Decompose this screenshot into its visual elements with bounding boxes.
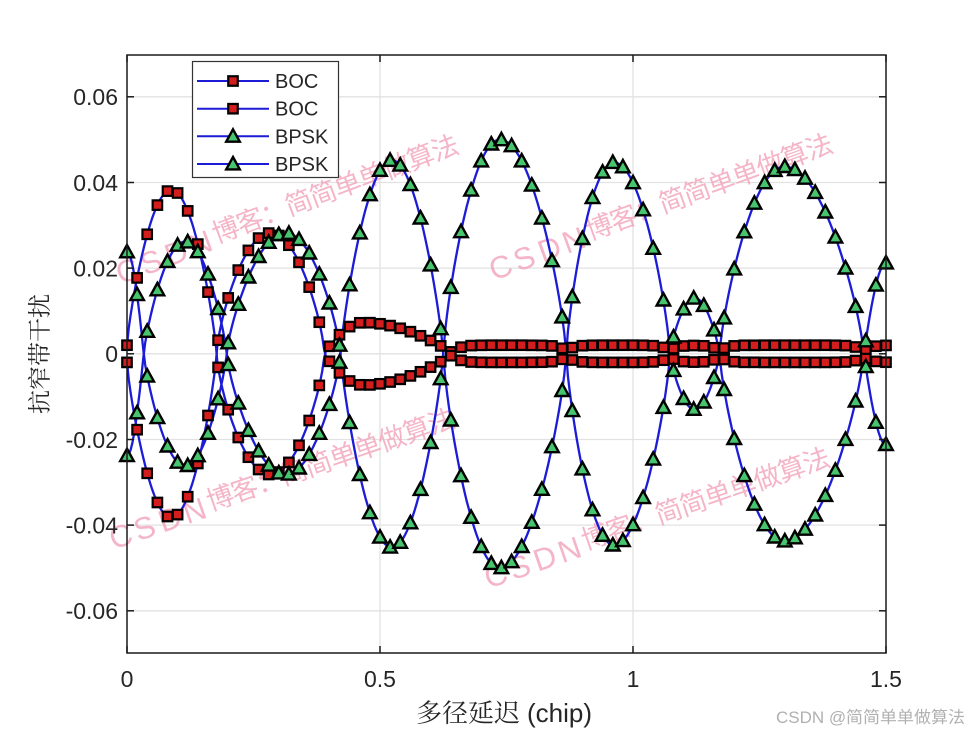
- svg-text:0.04: 0.04: [73, 170, 118, 196]
- svg-text:1: 1: [627, 666, 640, 692]
- svg-text:0: 0: [105, 341, 118, 367]
- svg-text:0.5: 0.5: [364, 666, 396, 692]
- svg-text:-0.04: -0.04: [66, 513, 119, 539]
- svg-text:0.02: 0.02: [73, 256, 118, 282]
- svg-text:1.5: 1.5: [870, 666, 902, 692]
- svg-text:BPSK: BPSK: [275, 126, 329, 148]
- svg-text:BOC: BOC: [275, 99, 318, 121]
- svg-text:(chip): (chip): [527, 698, 592, 728]
- svg-text:BOC: BOC: [275, 71, 318, 93]
- svg-text:BPSK: BPSK: [275, 154, 329, 176]
- svg-text:-0.02: -0.02: [66, 427, 118, 453]
- svg-text:0.06: 0.06: [73, 84, 118, 110]
- svg-text:CSDN @: CSDN @: [776, 708, 846, 727]
- svg-text:0: 0: [121, 666, 134, 692]
- svg-text:-0.06: -0.06: [66, 598, 118, 624]
